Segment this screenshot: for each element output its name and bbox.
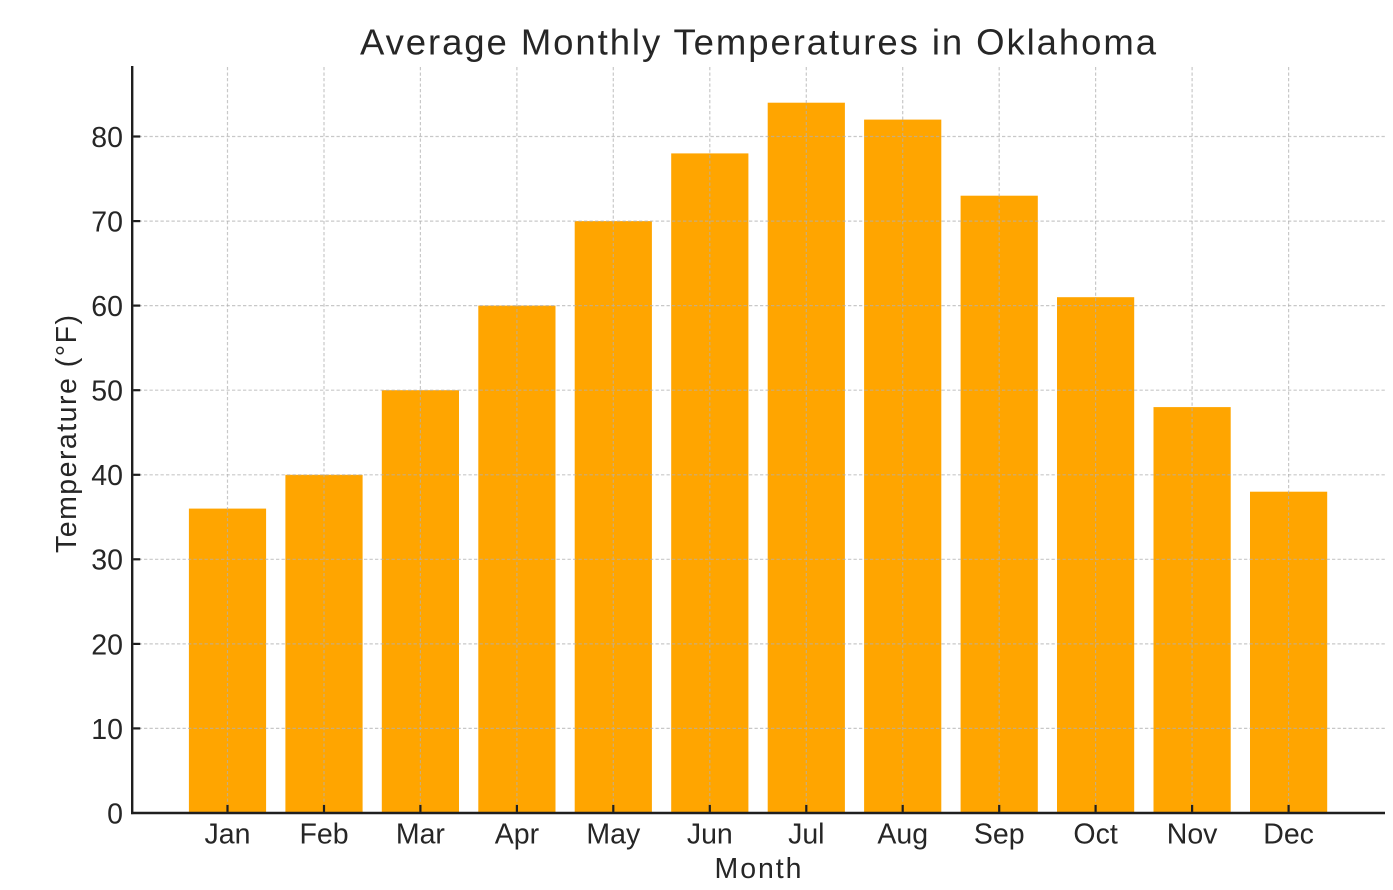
svg-text:Dec: Dec: [1263, 818, 1314, 850]
svg-text:40: 40: [91, 460, 123, 492]
svg-text:Temperature (°F): Temperature (°F): [51, 315, 83, 553]
svg-text:Jan: Jan: [205, 818, 251, 850]
svg-text:Month: Month: [715, 853, 802, 885]
svg-text:0: 0: [107, 798, 123, 830]
svg-text:10: 10: [91, 714, 123, 746]
svg-text:20: 20: [91, 629, 123, 661]
svg-text:30: 30: [91, 545, 123, 577]
svg-text:50: 50: [91, 376, 123, 408]
svg-text:Feb: Feb: [299, 818, 348, 850]
svg-text:Aug: Aug: [877, 818, 928, 850]
svg-text:60: 60: [91, 291, 123, 323]
svg-text:Apr: Apr: [495, 818, 540, 850]
svg-text:May: May: [586, 818, 641, 850]
svg-text:Nov: Nov: [1167, 818, 1218, 850]
svg-text:80: 80: [91, 122, 123, 154]
svg-text:70: 70: [91, 207, 123, 239]
svg-text:Oct: Oct: [1073, 818, 1117, 850]
svg-text:Jun: Jun: [687, 818, 733, 850]
svg-text:Sep: Sep: [974, 818, 1025, 850]
svg-text:Jul: Jul: [788, 818, 824, 850]
svg-text:Average Monthly Temperatures i: Average Monthly Temperatures in Oklahoma: [360, 22, 1157, 63]
svg-text:Mar: Mar: [396, 818, 446, 850]
